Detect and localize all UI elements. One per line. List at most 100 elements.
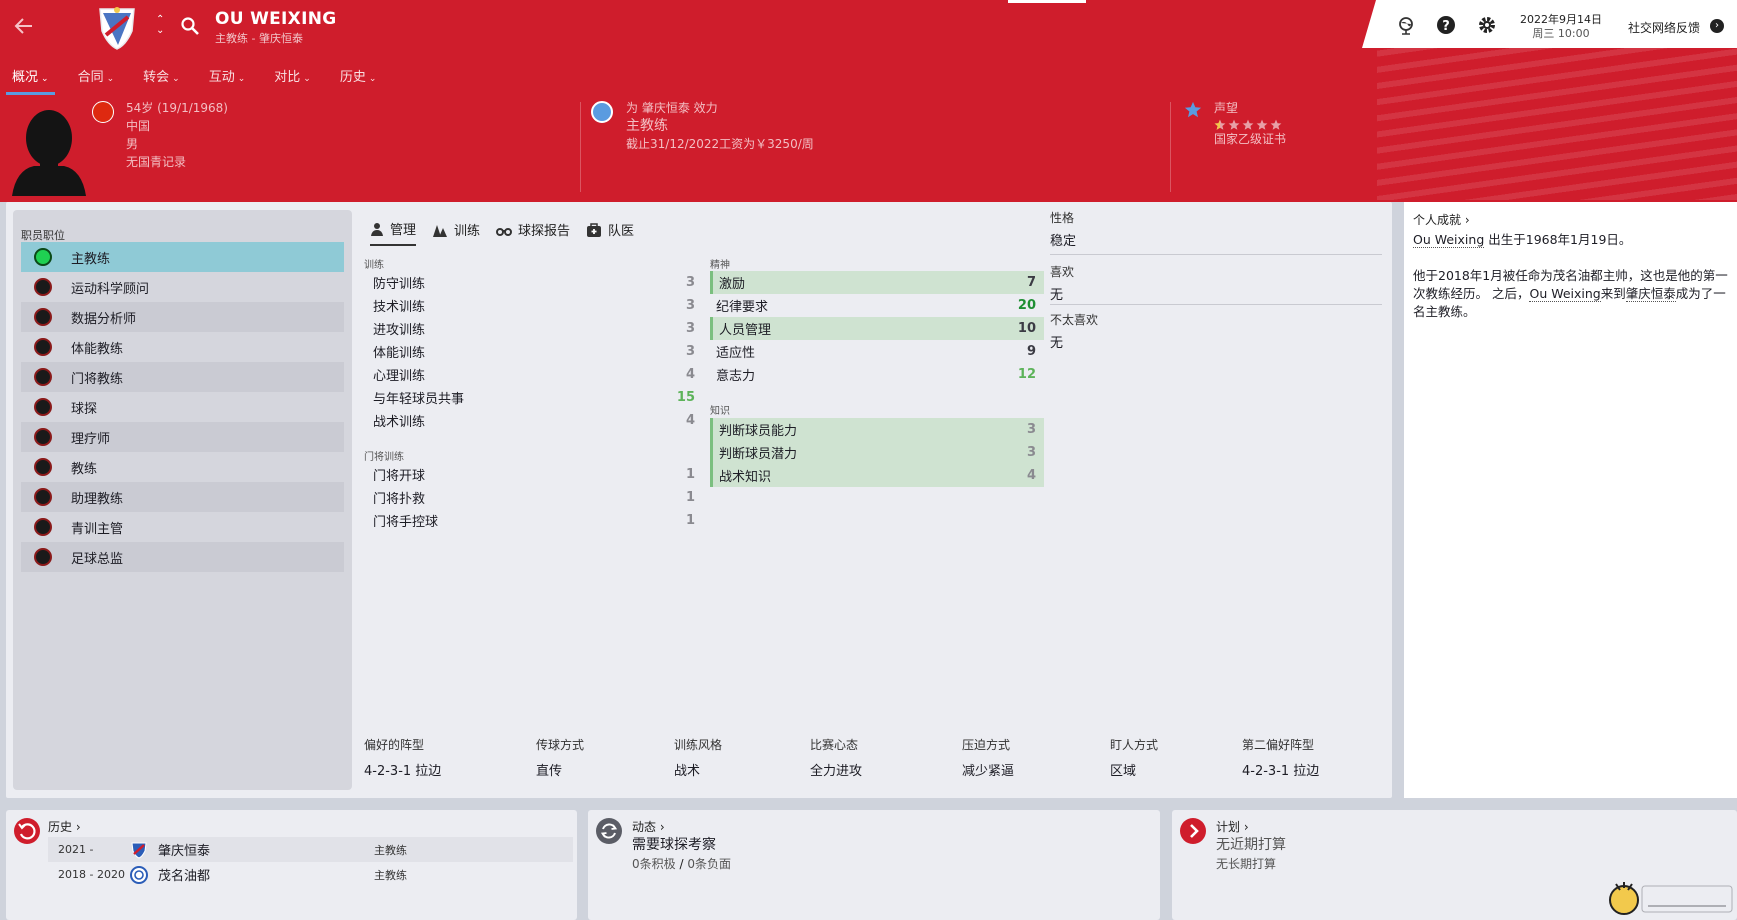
history-icon <box>14 818 40 844</box>
tactic-label: 盯人方式 <box>1110 738 1159 752</box>
search-icon[interactable] <box>180 16 200 36</box>
attribute-row[interactable]: 人员管理 10 <box>710 317 1044 340</box>
attribute-row[interactable]: 战术知识 4 <box>710 464 1044 487</box>
club-badge-icon[interactable] <box>96 5 138 51</box>
attribute-row[interactable]: 体能训练 3 <box>365 340 703 363</box>
attribute-name: 战术训练 <box>373 415 426 430</box>
attribute-row[interactable]: 战术训练 4 <box>365 409 703 432</box>
table-row[interactable]: 2018 - 2020 茂名油都 主教练 <box>48 862 573 887</box>
chevron-right-icon[interactable]: › <box>1710 19 1724 33</box>
table-row[interactable]: 2021 - 肇庆恒泰 主教练 <box>48 837 573 862</box>
game-date[interactable]: 2022年9月14日 周三 10:00 <box>1520 13 1602 41</box>
attribute-name: 门将开球 <box>373 469 426 484</box>
personality-label: 性格 <box>1050 211 1075 225</box>
attribute-row[interactable]: 适应性 9 <box>710 340 1044 363</box>
gender: 男 <box>126 137 139 151</box>
achievements-link[interactable]: 个人成就 › <box>1413 211 1470 228</box>
role-suitability-icon <box>34 368 52 386</box>
gear-icon[interactable] <box>1477 15 1497 35</box>
role-item[interactable]: 球探 <box>21 392 344 422</box>
globe-icon[interactable] <box>1396 15 1416 35</box>
tab-history[interactable]: 历史 ⌄ <box>334 66 383 93</box>
history-role: 主教练 <box>374 868 407 882</box>
reputation-stars <box>1214 118 1286 130</box>
history-club[interactable]: 茂名油都 <box>158 869 211 884</box>
tab-training[interactable]: 训练 <box>432 219 480 246</box>
role-suitability-icon <box>34 488 52 506</box>
bio-paragraph: 他于2018年1月被任命为茂名油都主帅，这也是他的第一次教练经历。 之后，Ou … <box>1413 267 1733 321</box>
attribute-row[interactable]: 判断球员潜力 3 <box>710 441 1044 464</box>
plans-link[interactable]: 计划 › <box>1216 818 1249 835</box>
tab-medical[interactable]: 队医 <box>586 219 634 246</box>
role-label: 体能教练 <box>71 341 124 357</box>
role-item[interactable]: 数据分析师 <box>21 302 344 332</box>
attribute-row[interactable]: 与年轻球员共事 15 <box>365 386 703 409</box>
person-name: OU WEIXING <box>215 9 337 29</box>
role-item[interactable]: 主教练 <box>21 242 344 272</box>
tab-contract[interactable]: 合同 ⌄ <box>72 66 121 93</box>
attribute-row[interactable]: 进攻训练 3 <box>365 317 703 340</box>
attribute-row[interactable]: 技术训练 3 <box>365 294 703 317</box>
attribute-value: 20 <box>1017 298 1036 313</box>
role-item[interactable]: 青训主管 <box>21 512 344 542</box>
role-item[interactable]: 教练 <box>21 452 344 482</box>
nav-label: 对比 <box>274 70 301 85</box>
tab-label: 管理 <box>390 223 417 238</box>
nationality[interactable]: 中国 <box>126 119 151 133</box>
club-icon[interactable] <box>591 101 613 123</box>
attribute-row[interactable]: 纪律要求 20 <box>710 294 1044 317</box>
dislikes-label: 不太喜欢 <box>1050 313 1099 327</box>
staff-roles-title: 职员职位 <box>21 229 65 242</box>
tactic-label: 第二偏好阵型 <box>1242 738 1315 752</box>
back-arrow-icon[interactable] <box>12 14 38 40</box>
social-feedback-link[interactable]: 社交网络反馈 <box>1628 21 1701 35</box>
tab-compare[interactable]: 对比 ⌄ <box>268 66 317 93</box>
club-link[interactable]: 肇庆恒泰 <box>1625 286 1676 302</box>
china-flag-icon <box>92 101 114 123</box>
club-details: 为 肇庆恒泰 效力 主教练 截止31/12/2022工资为￥3250/周 <box>626 99 814 153</box>
personal-details: 54岁 (19/1/1968) 中国 男 无国青记录 <box>126 99 228 171</box>
attribute-row[interactable]: 激励 7 <box>710 271 1044 294</box>
person-link[interactable]: Ou Weixing <box>1413 232 1485 248</box>
tab-transfer[interactable]: 转会 ⌄ <box>137 66 186 93</box>
tab-interaction[interactable]: 互动 ⌄ <box>203 66 252 93</box>
help-icon[interactable]: ? <box>1436 15 1456 35</box>
attribute-row[interactable]: 防守训练 3 <box>365 271 703 294</box>
chevron-up-icon[interactable]: ⌃ <box>156 14 165 25</box>
attribute-value: 3 <box>685 298 695 313</box>
role-item[interactable]: 门将教练 <box>21 362 344 392</box>
club-line[interactable]: 为 肇庆恒泰 效力 <box>626 101 718 115</box>
attribute-row[interactable]: 心理训练 4 <box>365 363 703 386</box>
chevron-down-icon: ⌄ <box>368 74 377 84</box>
chevron-down-icon[interactable]: ⌄ <box>156 25 165 36</box>
preferred-formation: 偏好的阵型 4-2-3-1 拉边 <box>364 736 441 779</box>
dynamics-headline: 需要球探考察 <box>632 837 716 853</box>
plans-arrow-icon <box>1180 818 1206 844</box>
nav-label: 概况 <box>12 70 39 85</box>
tab-overview[interactable]: 概况 ⌄ <box>6 66 55 95</box>
role-item[interactable]: 助理教练 <box>21 482 344 512</box>
dynamics-link[interactable]: 动态 › <box>632 818 665 835</box>
tab-scouting-report[interactable]: 球探报告 <box>496 219 570 246</box>
attribute-name: 体能训练 <box>373 346 426 361</box>
role-item[interactable]: 运动科学顾问 <box>21 272 344 302</box>
international-record: 无国青记录 <box>126 155 187 169</box>
tab-management[interactable]: 管理 <box>370 219 417 246</box>
role-item[interactable]: 理疗师 <box>21 422 344 452</box>
marking-style: 盯人方式 区域 <box>1110 736 1158 779</box>
attribute-row[interactable]: 门将扑救 1 <box>365 486 703 509</box>
attribute-row[interactable]: 意志力 12 <box>710 363 1044 386</box>
attribute-row[interactable]: 门将手控球 1 <box>365 509 703 532</box>
person-link[interactable]: Ou Weixing <box>1529 286 1601 302</box>
history-club[interactable]: 肇庆恒泰 <box>158 844 211 859</box>
history-link[interactable]: 历史 › <box>48 818 81 835</box>
attribute-row[interactable]: 判断球员能力 3 <box>710 418 1044 441</box>
role-item[interactable]: 足球总监 <box>21 542 344 572</box>
role-item[interactable]: 体能教练 <box>21 332 344 362</box>
attribute-row[interactable]: 门将开球 1 <box>365 463 703 486</box>
history-years: 2021 - <box>58 843 94 856</box>
history-years: 2018 - 2020 <box>58 868 125 881</box>
prev-next-arrows[interactable]: ⌃ ⌄ <box>156 14 164 36</box>
role-suitability-icon <box>34 458 52 476</box>
attribute-name: 判断球员能力 <box>719 424 798 439</box>
